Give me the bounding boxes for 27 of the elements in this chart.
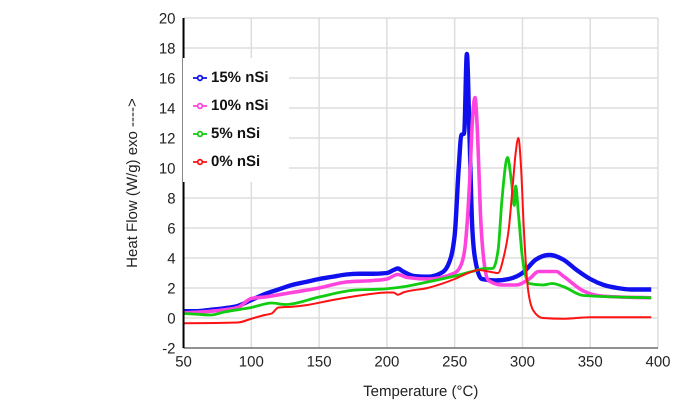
x-tick-label: 200 — [374, 354, 400, 371]
x-tick-label: 350 — [578, 354, 603, 371]
x-tick-label: 300 — [510, 354, 535, 371]
legend-label: 15% nSi — [211, 69, 269, 86]
y-axis-title: Heat Flow (W/g) exo ----> — [124, 98, 141, 268]
y-tick-label: -2 — [162, 340, 176, 358]
y-tick-label: 14 — [158, 100, 176, 118]
legend-label: 10% nSi — [211, 97, 269, 114]
legend-label: 0% nSi — [211, 153, 260, 170]
y-tick-label: 20 — [158, 10, 176, 28]
y-tick-label: 4 — [167, 250, 176, 268]
y-tick-label: 12 — [158, 130, 176, 148]
y-tick-label: 8 — [167, 190, 176, 208]
x-tick-label: 50 — [175, 354, 192, 371]
legend-label: 5% nSi — [211, 125, 260, 142]
y-tick-label: 18 — [158, 40, 176, 58]
x-axis-title: Temperature (°C) — [363, 383, 478, 400]
line-series — [184, 96, 654, 315]
y-tick-label: 10 — [158, 160, 176, 178]
x-tick-label: 100 — [238, 354, 264, 371]
y-tick-label: 6 — [167, 220, 176, 238]
x-tick-label: 400 — [645, 354, 671, 371]
y-tick-label: 0 — [167, 310, 176, 328]
y-tick-label: 2 — [167, 280, 176, 298]
x-tick-label: 250 — [442, 354, 468, 371]
y-tick-label: 16 — [158, 70, 176, 88]
x-tick-label: 150 — [306, 354, 332, 371]
